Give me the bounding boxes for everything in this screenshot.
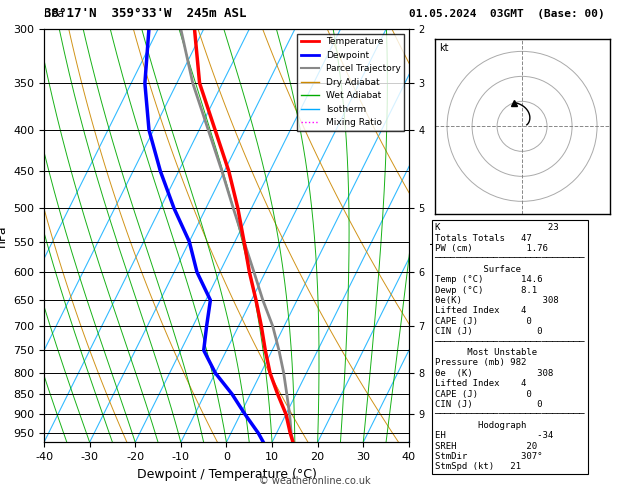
Text: K                    23
Totals Totals   47
PW (cm)          1.76
───────────────: K 23 Totals Totals 47 PW (cm) 1.76 ─────…: [435, 223, 585, 471]
Text: 01.05.2024  03GMT  (Base: 00): 01.05.2024 03GMT (Base: 00): [409, 9, 604, 19]
Text: kt: kt: [440, 43, 449, 53]
Text: © weatheronline.co.uk: © weatheronline.co.uk: [259, 476, 370, 486]
Text: hPa: hPa: [44, 9, 64, 19]
X-axis label: Dewpoint / Temperature (°C): Dewpoint / Temperature (°C): [136, 468, 316, 481]
Y-axis label: km
ASL: km ASL: [430, 225, 452, 246]
Text: 38°17'N  359°33'W  245m ASL: 38°17'N 359°33'W 245m ASL: [44, 7, 247, 20]
Legend: Temperature, Dewpoint, Parcel Trajectory, Dry Adiabat, Wet Adiabat, Isotherm, Mi: Temperature, Dewpoint, Parcel Trajectory…: [297, 34, 404, 131]
Y-axis label: hPa: hPa: [0, 225, 8, 247]
